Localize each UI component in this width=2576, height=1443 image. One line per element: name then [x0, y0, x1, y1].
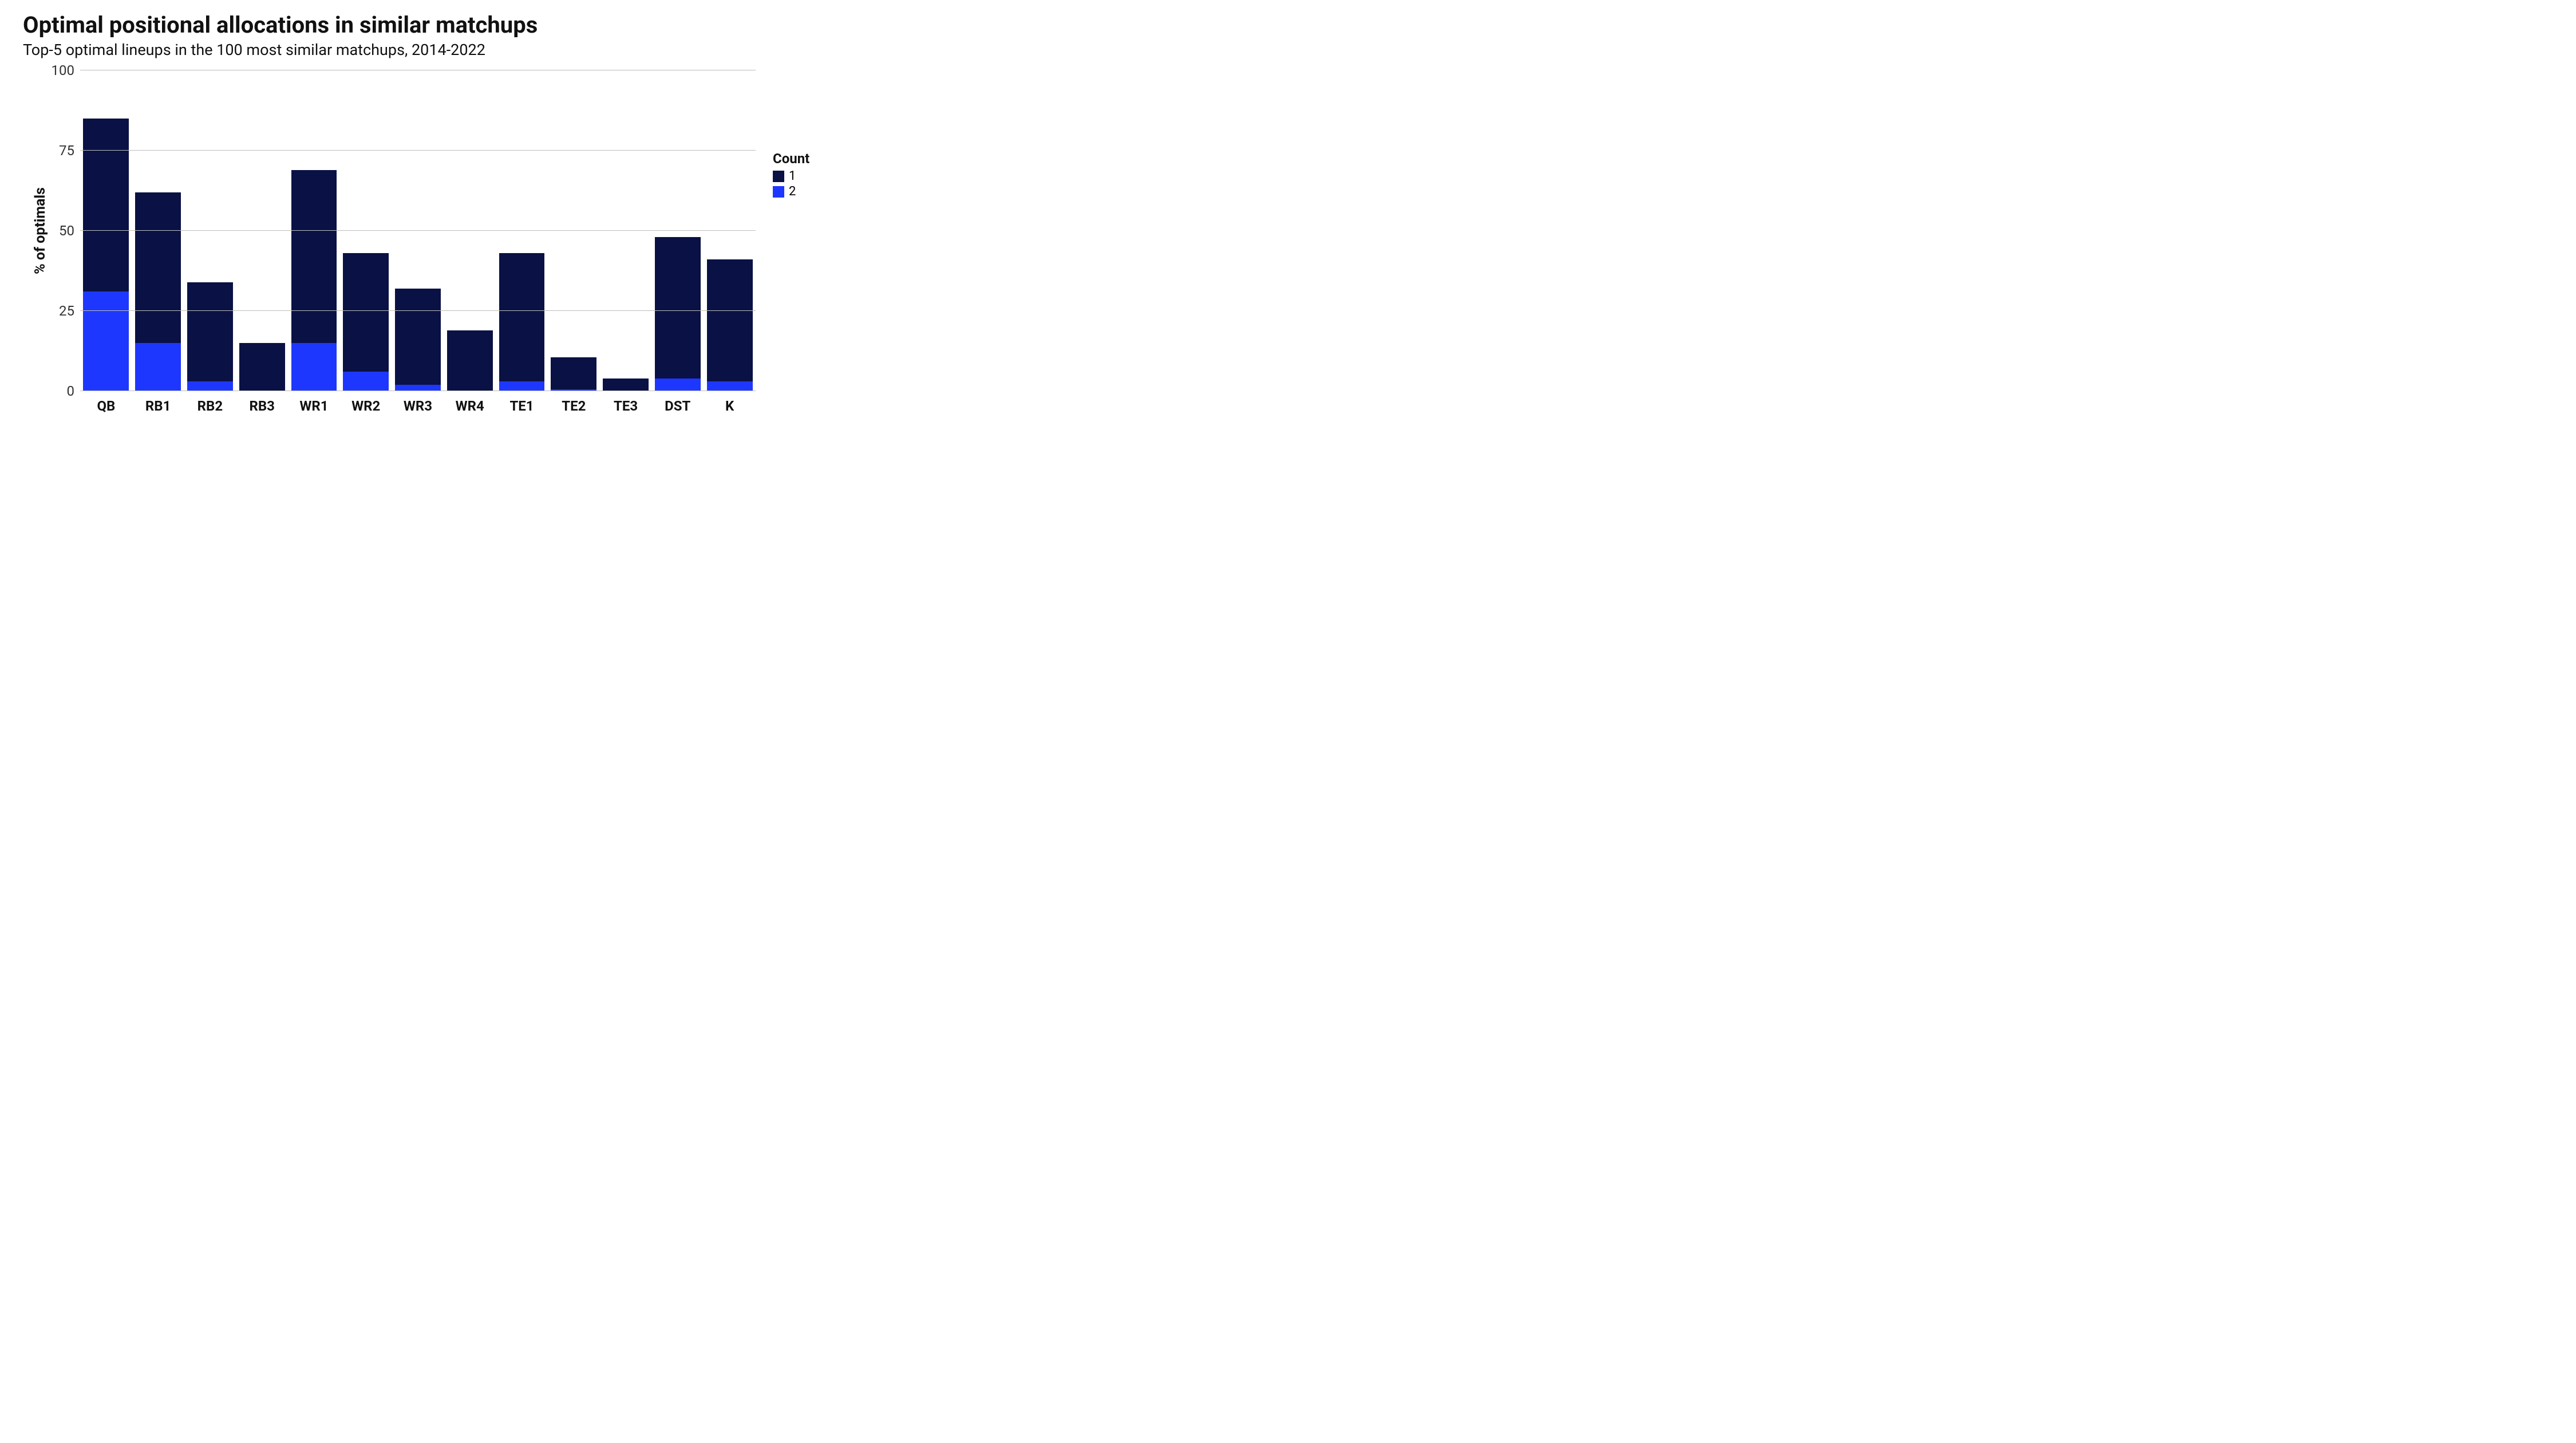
legend-item: 1	[773, 169, 809, 183]
bar-segment-2	[291, 343, 337, 391]
x-axis-label: WR3	[392, 398, 444, 414]
bar	[239, 343, 285, 391]
bar-segment-1	[187, 282, 233, 382]
bar	[343, 253, 389, 391]
bar-segment-1	[239, 343, 285, 391]
bar-segment-1	[447, 330, 493, 391]
x-axis-label: DST	[651, 398, 704, 414]
gridline	[80, 230, 756, 231]
x-axis-label: RB2	[184, 398, 236, 414]
legend-label: 2	[789, 184, 796, 199]
bar-segment-2	[135, 343, 181, 391]
y-tick-label: 75	[59, 143, 80, 159]
bar-slot	[444, 70, 496, 391]
chart-row: % of optimals 0255075100 QBRB1RB2RB3WR1W…	[23, 70, 836, 414]
legend-swatch	[773, 171, 784, 182]
bar-segment-1	[343, 253, 389, 372]
bar	[603, 379, 649, 391]
bar	[83, 119, 129, 391]
x-axis-label: WR1	[288, 398, 340, 414]
bar-slot	[340, 70, 392, 391]
bar	[707, 259, 753, 391]
x-axis-label: WR2	[340, 398, 392, 414]
bar-slot	[548, 70, 600, 391]
bar	[499, 253, 545, 391]
bar	[187, 282, 233, 391]
x-axis-label: TE3	[600, 398, 652, 414]
bar-slot	[704, 70, 756, 391]
x-axis-label: TE1	[496, 398, 548, 414]
x-axis-label: TE2	[548, 398, 600, 414]
y-axis-label: % of optimals	[32, 187, 49, 274]
bar	[655, 237, 701, 391]
x-axis-label: QB	[80, 398, 132, 414]
bar-segment-2	[343, 372, 389, 391]
bar-slot	[132, 70, 184, 391]
bar-segment-1	[707, 259, 753, 381]
bar-slot	[496, 70, 548, 391]
bar	[291, 170, 337, 391]
bar-segment-1	[83, 119, 129, 291]
y-tick-label: 25	[59, 303, 80, 319]
y-tick-label: 50	[59, 223, 80, 239]
bars-group	[80, 70, 756, 391]
gridline	[80, 310, 756, 311]
x-axis-label: WR4	[444, 398, 496, 414]
bar-segment-1	[499, 253, 545, 381]
x-axis-label: K	[704, 398, 756, 414]
y-axis-label-wrap: % of optimals	[23, 70, 46, 391]
bar-segment-2	[655, 379, 701, 391]
bar-segment-1	[655, 237, 701, 378]
legend-item: 2	[773, 184, 809, 199]
bar-segment-1	[551, 357, 596, 389]
chart-title: Optimal positional allocations in simila…	[23, 11, 836, 38]
y-tick-label: 100	[52, 62, 80, 78]
bar-slot	[288, 70, 340, 391]
bar-slot	[651, 70, 704, 391]
bar-slot	[80, 70, 132, 391]
gridline	[80, 150, 756, 151]
bar	[551, 357, 596, 391]
legend-title: Count	[773, 151, 809, 167]
bar-segment-1	[603, 379, 649, 391]
bar-segment-2	[499, 381, 545, 391]
bar-segment-1	[135, 192, 181, 343]
bar-segment-2	[187, 381, 233, 391]
bar-segment-2	[83, 291, 129, 391]
x-axis-labels: QBRB1RB2RB3WR1WR2WR3WR4TE1TE2TE3DSTK	[80, 398, 756, 414]
bar-slot	[184, 70, 236, 391]
bar	[395, 289, 441, 391]
bar-segment-2	[707, 381, 753, 391]
legend: Count 12	[773, 151, 809, 200]
plot-area: 0255075100	[80, 70, 756, 391]
bar	[135, 192, 181, 391]
y-tick-label: 0	[67, 383, 81, 399]
bar	[447, 330, 493, 391]
x-axis-label: RB3	[236, 398, 288, 414]
chart-subtitle: Top-5 optimal lineups in the 100 most si…	[23, 41, 836, 59]
bar-slot	[236, 70, 288, 391]
legend-swatch	[773, 186, 784, 198]
legend-label: 1	[789, 169, 796, 183]
x-axis-label: RB1	[132, 398, 184, 414]
bar-segment-1	[291, 170, 337, 343]
bar-slot	[392, 70, 444, 391]
chart-container: Optimal positional allocations in simila…	[0, 0, 859, 481]
bar-slot	[600, 70, 652, 391]
bar-segment-1	[395, 289, 441, 385]
plot-wrap: 0255075100 QBRB1RB2RB3WR1WR2WR3WR4TE1TE2…	[80, 70, 756, 414]
